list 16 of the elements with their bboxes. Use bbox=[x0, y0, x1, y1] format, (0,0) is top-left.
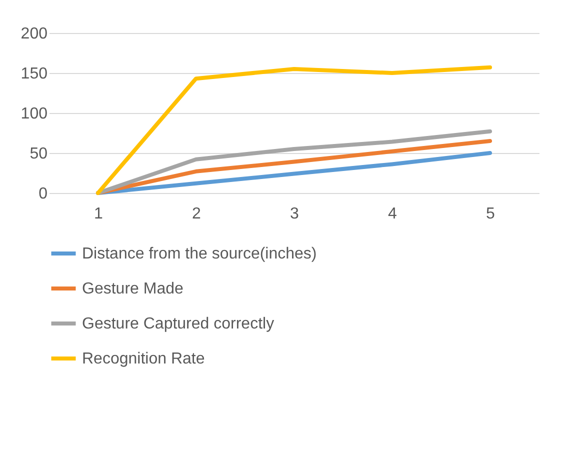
x-tick-label: 2 bbox=[192, 206, 202, 222]
y-tick-label: 0 bbox=[38, 186, 48, 202]
y-tick-label: 200 bbox=[20, 26, 48, 42]
line-series bbox=[96, 139, 492, 195]
legend-label: Gesture Captured correctly bbox=[82, 316, 274, 332]
legend-label: Distance from the source(inches) bbox=[82, 246, 317, 262]
y-tick-label: 150 bbox=[20, 66, 48, 82]
legend-label: Gesture Made bbox=[82, 280, 184, 298]
y-tick-label: 50 bbox=[30, 146, 48, 162]
x-tick-label: 3 bbox=[290, 206, 300, 222]
line-series bbox=[96, 65, 492, 195]
x-tick-label: 5 bbox=[486, 206, 496, 222]
y-tick-label: 100 bbox=[20, 106, 48, 122]
x-tick-label: 4 bbox=[388, 206, 398, 222]
legend-label: Recognition Rate bbox=[82, 350, 205, 368]
x-tick-label: 1 bbox=[94, 206, 104, 222]
